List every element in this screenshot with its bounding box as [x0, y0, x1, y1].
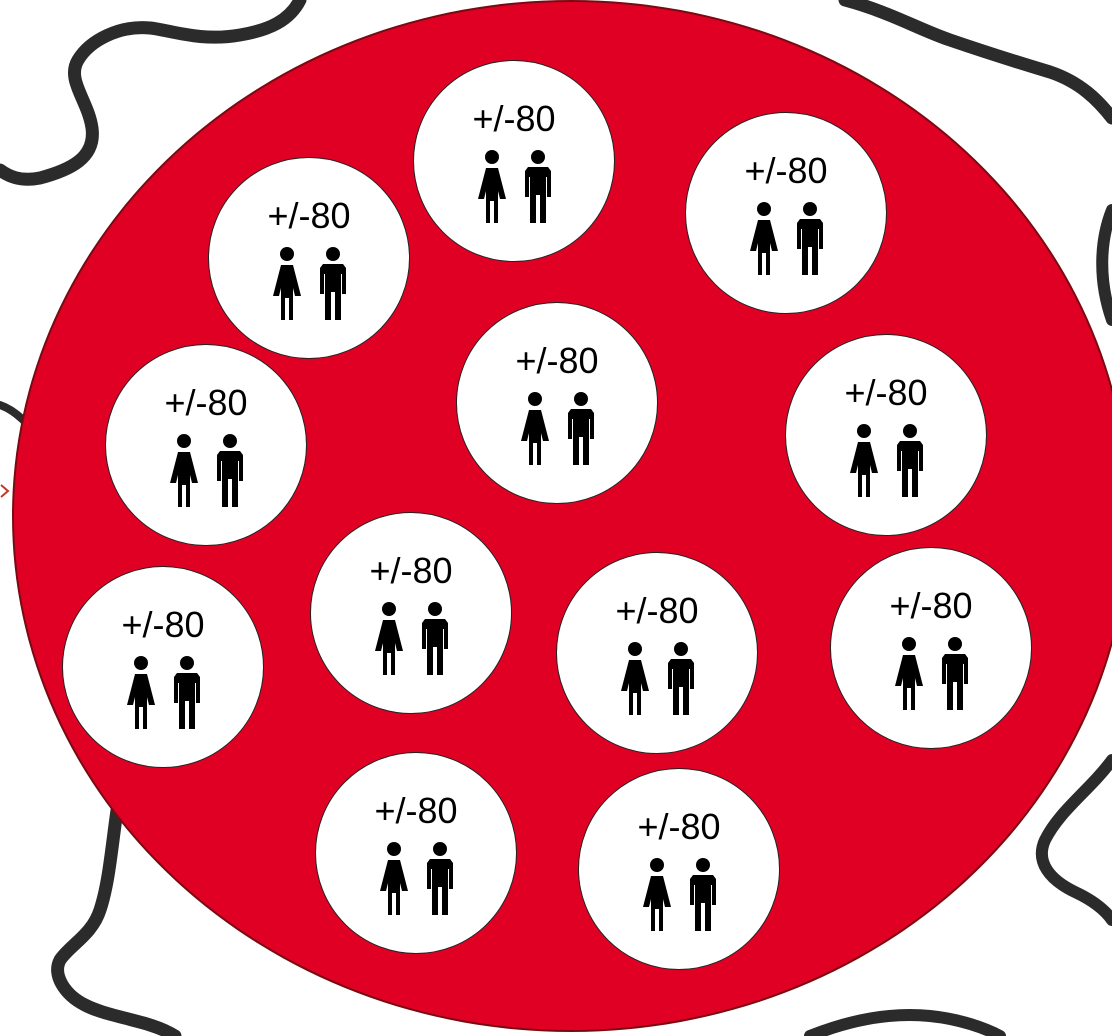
group-bubble-11: +/-80 [315, 752, 517, 954]
people-pair [886, 636, 976, 712]
people-pair [371, 841, 461, 917]
group-size-label: +/-80 [686, 151, 886, 191]
male-person-icon [795, 201, 825, 277]
people-pair [741, 201, 831, 277]
male-person-icon [523, 149, 553, 225]
male-person-icon [425, 841, 455, 917]
group-bubble-2: +/-80 [208, 157, 410, 359]
arrow-pointer-icon [0, 484, 10, 498]
group-bubble-4: +/-80 [456, 302, 658, 504]
group-bubble-12: +/-80 [578, 768, 780, 970]
people-pair [841, 423, 931, 499]
male-person-icon [215, 433, 245, 509]
group-bubble-1: +/-80 [413, 60, 615, 262]
female-person-icon [477, 149, 507, 225]
female-person-icon [374, 601, 404, 677]
group-bubble-8: +/-80 [556, 552, 758, 754]
group-size-label: +/-80 [63, 605, 263, 645]
group-size-label: +/-80 [106, 383, 306, 423]
male-person-icon [666, 641, 696, 717]
group-size-label: +/-80 [831, 586, 1031, 626]
group-size-label: +/-80 [557, 591, 757, 631]
female-person-icon [126, 655, 156, 731]
people-pair [634, 857, 724, 933]
male-person-icon [940, 636, 970, 712]
group-bubble-7: +/-80 [310, 512, 512, 714]
people-pair [512, 391, 602, 467]
female-person-icon [749, 201, 779, 277]
group-size-label: +/-80 [414, 99, 614, 139]
female-person-icon [620, 641, 650, 717]
group-bubble-6: +/-80 [785, 334, 987, 536]
female-person-icon [169, 433, 199, 509]
people-pair [118, 655, 208, 731]
female-person-icon [520, 391, 550, 467]
female-person-icon [379, 841, 409, 917]
male-person-icon [895, 423, 925, 499]
group-size-label: +/-80 [786, 373, 986, 413]
group-size-label: +/-80 [579, 807, 779, 847]
male-person-icon [420, 601, 450, 677]
group-bubble-10: +/-80 [62, 566, 264, 768]
people-pair [469, 149, 559, 225]
male-person-icon [566, 391, 596, 467]
male-person-icon [318, 246, 348, 322]
group-bubble-3: +/-80 [685, 112, 887, 314]
group-bubble-9: +/-80 [830, 547, 1032, 749]
people-pair [264, 246, 354, 322]
male-person-icon [688, 857, 718, 933]
group-size-label: +/-80 [457, 341, 657, 381]
female-person-icon [894, 636, 924, 712]
female-person-icon [272, 246, 302, 322]
people-pair [612, 641, 702, 717]
male-person-icon [172, 655, 202, 731]
people-pair [366, 601, 456, 677]
people-pair [161, 433, 251, 509]
group-size-label: +/-80 [209, 196, 409, 236]
female-person-icon [849, 423, 879, 499]
group-size-label: +/-80 [316, 791, 516, 831]
group-size-label: +/-80 [311, 551, 511, 591]
female-person-icon [642, 857, 672, 933]
group-bubble-5: +/-80 [105, 344, 307, 546]
